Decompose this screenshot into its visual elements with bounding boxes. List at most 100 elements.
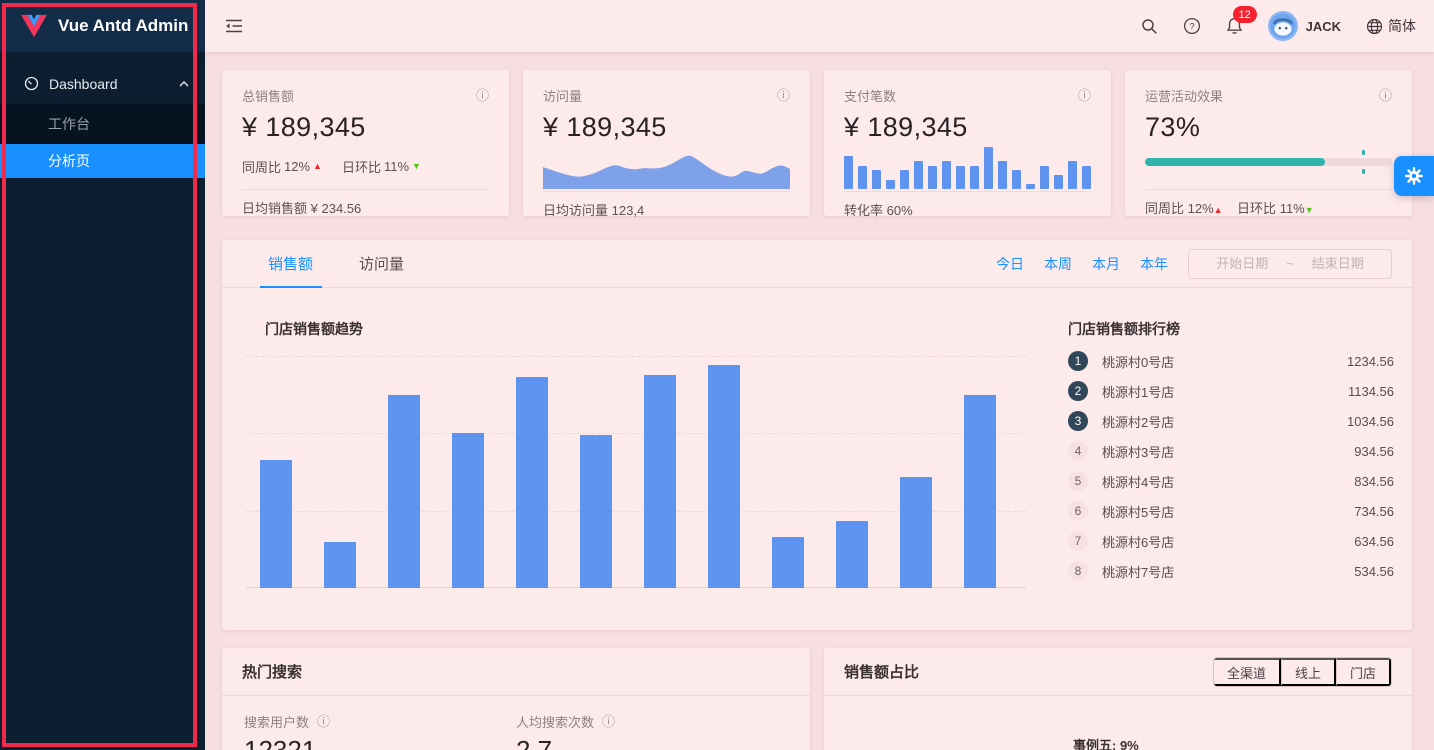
trend-day: 日环比 11% ▼ xyxy=(341,158,421,175)
card-footer: 日均访问量 123,4 xyxy=(543,203,645,218)
card-title: 总销售额 xyxy=(242,89,295,104)
sidebar-item-label: Dashboard xyxy=(49,75,118,92)
metric-value: 12321 xyxy=(244,735,317,750)
bar xyxy=(388,395,420,588)
metric-value: 2.7 xyxy=(516,735,553,750)
notifications-bell[interactable]: 12 xyxy=(1226,6,1257,35)
vue-logo-icon xyxy=(20,14,48,38)
date-separator: ~ xyxy=(1286,256,1294,271)
filter-stores[interactable]: 门店 xyxy=(1335,657,1391,686)
store-name: 桃源村5号店 xyxy=(1102,504,1175,520)
caret-up-icon xyxy=(179,80,189,87)
store-sales-value: 1034.56 xyxy=(1347,413,1394,429)
filter-online[interactable]: 线上 xyxy=(1280,657,1336,686)
store-sales-value: 1234.56 xyxy=(1347,353,1394,369)
help-icon[interactable]: ? xyxy=(1183,17,1201,35)
chart-title: 门店销售额趋势 xyxy=(265,321,363,337)
search-icon[interactable] xyxy=(1141,18,1158,35)
store-sales-value: 1134.56 xyxy=(1347,383,1394,399)
info-icon[interactable]: ⓘ xyxy=(475,88,489,103)
mini-bar xyxy=(1012,170,1021,189)
metric-search-users: 搜索用户数 ⓘ 12321 71.2 ▲ xyxy=(244,712,516,750)
caret-down-icon: ▼ xyxy=(412,160,421,171)
ranking-row: 7 桃源村6号店 634.56 xyxy=(1068,526,1394,556)
info-icon[interactable]: ⓘ xyxy=(317,714,331,729)
sidebar-item-dashboard[interactable]: Dashboard xyxy=(0,63,205,104)
mini-bar xyxy=(956,166,965,189)
bar xyxy=(260,460,292,588)
menu-fold-icon[interactable] xyxy=(225,18,243,34)
bar xyxy=(452,433,484,588)
mini-bar xyxy=(998,161,1007,189)
bar xyxy=(836,521,868,588)
bar xyxy=(644,375,676,588)
notification-badge: 12 xyxy=(1232,6,1257,23)
range-year[interactable]: 本年 xyxy=(1140,255,1168,272)
range-week[interactable]: 本周 xyxy=(1044,255,1072,272)
store-sales-value: 834.56 xyxy=(1354,473,1394,489)
mini-bar xyxy=(872,170,881,189)
filter-all-channels[interactable]: 全渠道 xyxy=(1213,657,1281,686)
sidebar: Vue Antd Admin Dashboard 工作台 分析页 xyxy=(0,0,205,750)
rank-badge: 8 xyxy=(1068,561,1088,581)
stat-card-visits: 访问量 ⓘ ¥ 189,345 日均访问量 123,4 xyxy=(523,70,810,218)
sidebar-item-workbench[interactable]: 工作台 xyxy=(48,116,90,132)
language-switch[interactable]: 简体 xyxy=(1366,16,1416,36)
username: JACK xyxy=(1305,18,1341,34)
card-title: 访问量 xyxy=(543,89,583,104)
range-today[interactable]: 今日 xyxy=(996,255,1024,272)
date-range-picker[interactable]: ~ xyxy=(1188,248,1392,279)
tab-inkbar xyxy=(260,286,322,288)
sidebar-item-analysis[interactable]: 分析页 xyxy=(0,144,205,178)
store-sales-value: 934.56 xyxy=(1354,443,1394,459)
gear-icon xyxy=(1403,165,1425,187)
header: ? 12 xyxy=(205,0,1434,52)
visits-sparkline-chart xyxy=(543,155,790,189)
rank-badge: 4 xyxy=(1068,441,1088,461)
info-icon[interactable]: ⓘ xyxy=(1077,88,1091,103)
user-menu[interactable]: JACK xyxy=(1267,11,1341,41)
progress-fill xyxy=(1145,158,1326,166)
tab-sales[interactable]: 销售额 xyxy=(268,256,314,273)
info-icon[interactable]: ⓘ xyxy=(602,714,616,729)
bar xyxy=(324,542,356,588)
info-icon[interactable]: ⓘ xyxy=(776,88,790,103)
ranking-row: 6 桃源村5号店 734.56 xyxy=(1068,496,1394,526)
sales-share-card: 销售额占比 全渠道 线上 门店 事例五: 9% xyxy=(824,648,1412,750)
card-value: 73% xyxy=(1145,112,1201,142)
progress-target-tick xyxy=(1362,169,1366,174)
store-name: 桃源村0号店 xyxy=(1102,354,1175,370)
globe-icon xyxy=(1366,18,1383,35)
store-sales-value: 734.56 xyxy=(1354,503,1394,519)
mini-bar xyxy=(1082,166,1091,189)
info-icon[interactable]: ⓘ xyxy=(1378,88,1392,103)
ranking-title: 门店销售额排行榜 xyxy=(1068,321,1180,337)
range-month[interactable]: 本月 xyxy=(1092,255,1120,272)
avatar xyxy=(1267,11,1298,41)
store-sales-bar-chart xyxy=(246,356,1026,588)
logo[interactable]: Vue Antd Admin xyxy=(0,0,205,52)
metric-search-per-user: 人均搜索次数 ⓘ 2.7 71.2 ▼ xyxy=(516,712,788,750)
ranking-row: 8 桃源村7号店 534.56 xyxy=(1068,556,1394,586)
card-title: 热门搜索 xyxy=(242,664,303,681)
date-end-input[interactable] xyxy=(1299,255,1376,272)
card-title: 运营活动效果 xyxy=(1145,89,1224,104)
app-title: Vue Antd Admin xyxy=(58,16,189,35)
card-value: ¥ 189,345 xyxy=(543,112,667,142)
settings-gear-button[interactable] xyxy=(1394,156,1434,196)
store-sales-value: 534.56 xyxy=(1354,563,1394,579)
mini-bar xyxy=(1026,184,1035,189)
mini-bar xyxy=(1054,175,1063,189)
ops-progress-bar xyxy=(1145,150,1392,174)
mini-bar xyxy=(886,180,895,189)
payments-minibar-chart xyxy=(844,147,1091,189)
progress-target-tick xyxy=(1362,150,1366,155)
ranking-row: 3 桃源村2号店 1034.56 xyxy=(1068,406,1394,436)
tab-visits[interactable]: 访问量 xyxy=(359,256,405,273)
date-start-input[interactable] xyxy=(1204,255,1281,272)
store-name: 桃源村6号店 xyxy=(1102,534,1175,550)
card-value: ¥ 189,345 xyxy=(844,112,968,142)
card-title: 支付笔数 xyxy=(844,89,897,104)
mini-bar xyxy=(928,166,937,189)
